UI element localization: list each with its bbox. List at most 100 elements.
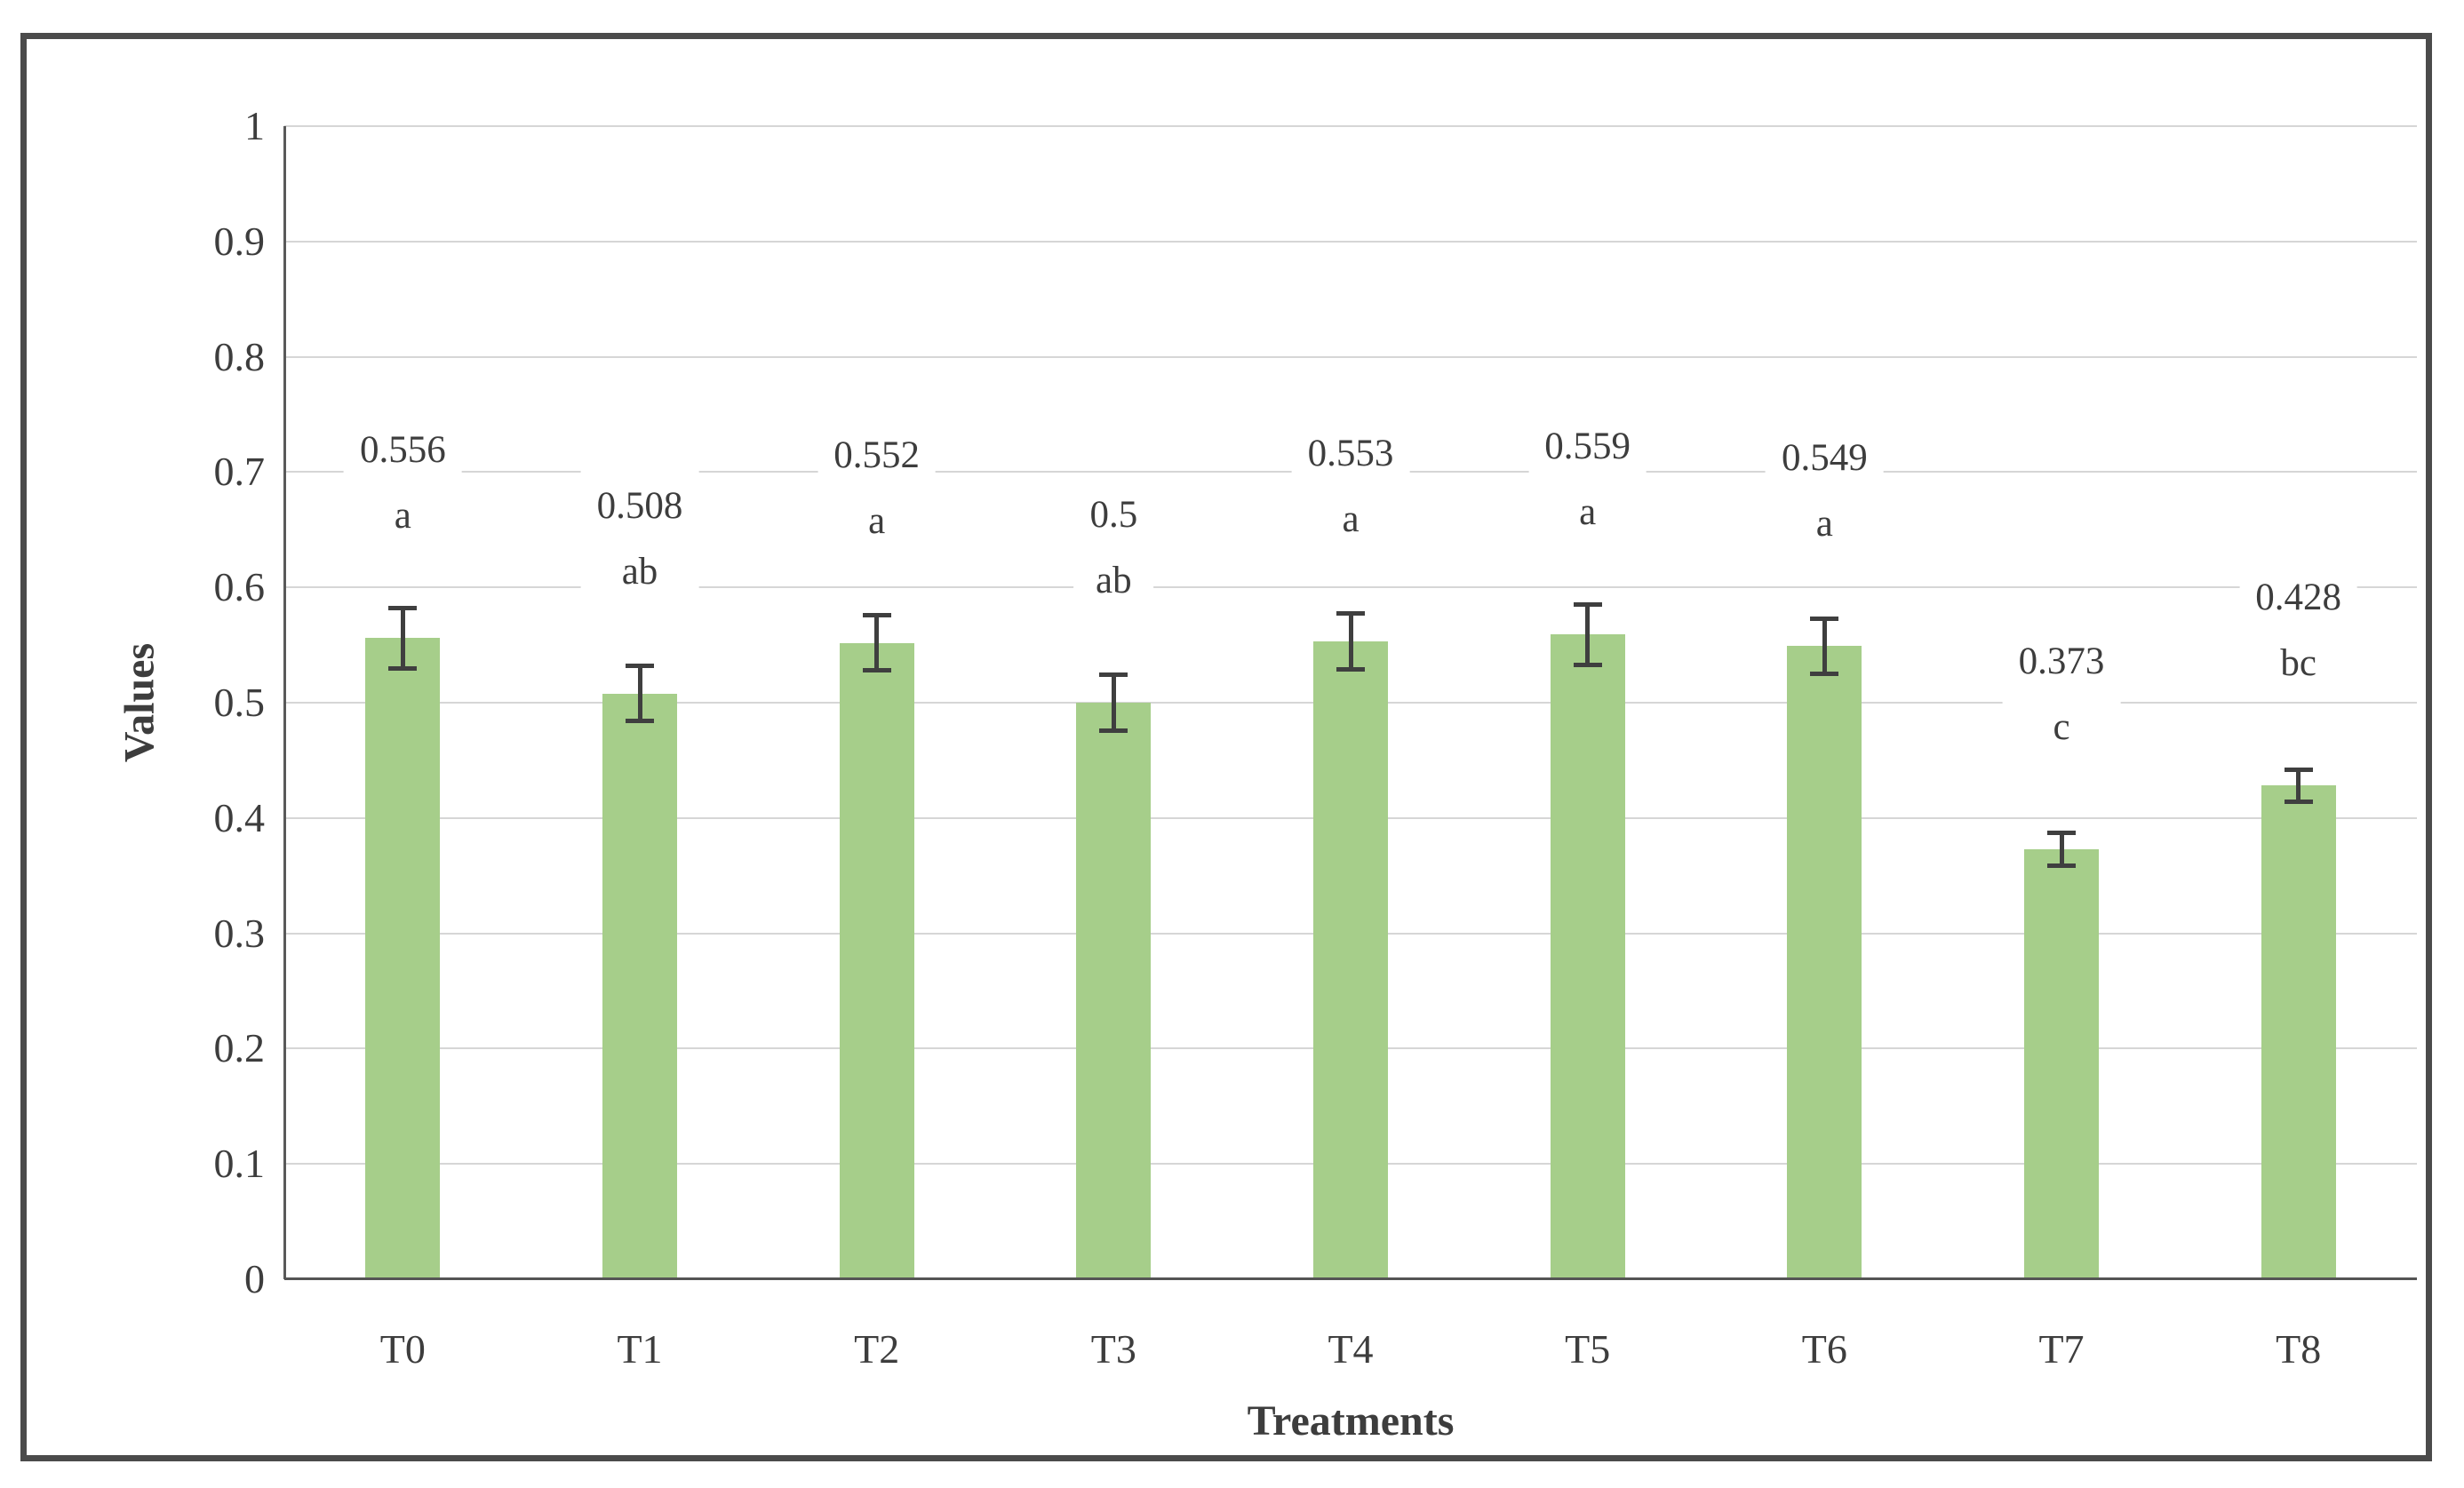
- data-label-value: 0.553: [1307, 433, 1394, 475]
- y-tick-label: 0.4: [213, 794, 266, 840]
- data-label-value: 0.428: [2255, 577, 2342, 619]
- bar-T3: [1076, 703, 1152, 1279]
- error-bar-T4: [1336, 611, 1365, 672]
- y-tick-label: 0.2: [213, 1025, 266, 1071]
- error-bar-cap-bottom: [626, 719, 654, 724]
- data-label-letter: bc: [2280, 642, 2316, 685]
- data-label-T4: 0.553 a: [1291, 418, 1410, 557]
- error-bar-cap-top: [1573, 602, 1602, 608]
- data-label-letter: a: [868, 499, 886, 542]
- error-bar-line: [2059, 831, 2064, 868]
- data-label-T8: 0.428 bc: [2239, 561, 2358, 701]
- error-bar-T0: [388, 605, 418, 671]
- y-tick-label: 0.6: [213, 564, 266, 610]
- data-label-value: 0.508: [596, 484, 683, 527]
- data-label-T2: 0.552 a: [817, 418, 937, 558]
- data-label-letter: ab: [1096, 560, 1132, 601]
- error-bar-line: [637, 663, 642, 724]
- error-bar-cap-bottom: [1099, 728, 1128, 733]
- gridline: [284, 125, 2417, 127]
- error-bar-T8: [2284, 767, 2313, 805]
- data-label-letter: a: [1815, 503, 1833, 545]
- data-label-letter: a: [1579, 491, 1597, 534]
- data-label-value: 0.373: [2018, 640, 2105, 682]
- error-bar-line: [1348, 611, 1353, 672]
- data-label-value: 0.5: [1089, 494, 1138, 536]
- error-bar-T6: [1810, 616, 1839, 677]
- data-label-value: 0.549: [1781, 437, 1868, 480]
- error-bar-line: [1585, 602, 1591, 667]
- error-bar-T3: [1099, 672, 1128, 733]
- gridline: [284, 586, 2417, 589]
- chart-frame: Values Treatments 0 0.1 0.2 0.3 0.4 0.5 0.6 0.7…: [20, 33, 2432, 1461]
- x-tick-label-T2: T2: [854, 1326, 900, 1372]
- error-bar-line: [1822, 616, 1827, 677]
- y-tick-label: 1: [244, 103, 265, 148]
- data-label-T1: 0.508 ab: [580, 469, 699, 609]
- error-bar-cap-bottom: [1336, 666, 1365, 672]
- data-label-T7: 0.373 c: [2002, 625, 2121, 764]
- data-label-value: 0.552: [833, 434, 921, 476]
- error-bar-cap-top: [1336, 611, 1365, 617]
- bar-T5: [1550, 634, 1625, 1279]
- error-bar-T5: [1573, 602, 1602, 667]
- error-bar-cap-top: [1099, 672, 1128, 678]
- error-bar-line: [400, 605, 405, 671]
- bar-T8: [2261, 785, 2336, 1279]
- error-bar-cap-top: [626, 663, 654, 668]
- y-tick-label: 0.1: [213, 1141, 266, 1187]
- bar-T1: [602, 693, 677, 1279]
- x-tick-label-T8: T8: [2276, 1326, 2322, 1372]
- data-label-value: 0.559: [1544, 426, 1631, 468]
- y-tick-label: 0: [244, 1256, 265, 1301]
- data-label-value: 0.556: [359, 429, 446, 472]
- data-label-T6: 0.549 a: [1765, 422, 1884, 561]
- x-axis-line: [284, 1277, 2417, 1280]
- y-tick-label: 0.3: [213, 910, 266, 956]
- error-bar-line: [874, 612, 880, 673]
- y-tick-label: 0.5: [213, 680, 266, 725]
- plot-area: 0.556 a 0.508 ab 0.552 a 0.5 ab 0.553 a 0.559 a 0.54…: [283, 125, 2417, 1372]
- error-bar-cap-top: [388, 605, 418, 610]
- x-tick-label-T3: T3: [1090, 1326, 1136, 1372]
- x-tick-label-T0: T0: [379, 1326, 426, 1372]
- bar-T0: [365, 638, 441, 1279]
- error-bar-cap-bottom: [862, 668, 891, 673]
- error-bar-line: [1111, 672, 1116, 733]
- y-tick-label: 0.8: [213, 333, 266, 379]
- error-bar-T2: [862, 612, 891, 673]
- error-bar-cap-bottom: [388, 665, 418, 671]
- error-bar-T7: [2047, 831, 2076, 868]
- y-axis-line: [283, 126, 286, 1279]
- x-tick-label-T4: T4: [1328, 1326, 1374, 1372]
- data-label-letter: ab: [621, 550, 658, 593]
- bar-T2: [839, 642, 914, 1279]
- x-tick-label-T5: T5: [1565, 1326, 1611, 1372]
- bar-T4: [1313, 641, 1388, 1279]
- error-bar-cap-top: [2284, 767, 2313, 772]
- error-bar-cap-bottom: [1573, 662, 1602, 667]
- y-tick-label: 0.9: [213, 218, 266, 264]
- data-label-letter: c: [2053, 705, 2070, 748]
- data-label-T3: 0.5 ab: [1073, 479, 1154, 617]
- error-bar-cap-top: [862, 612, 891, 617]
- error-bar-cap-bottom: [2047, 863, 2076, 868]
- x-tick-label-T7: T7: [2038, 1326, 2085, 1372]
- data-label-T5: 0.559 a: [1528, 410, 1647, 550]
- error-bar-cap-top: [2047, 831, 2076, 836]
- error-bar-cap-top: [1810, 616, 1839, 621]
- data-label-letter: a: [394, 495, 411, 537]
- bar-T7: [2024, 848, 2099, 1279]
- error-bar-cap-bottom: [1810, 672, 1839, 677]
- x-tick-label-T1: T1: [617, 1326, 663, 1372]
- y-tick-label: 0.7: [213, 449, 266, 495]
- error-bar-line: [2296, 767, 2301, 805]
- gridline: [284, 240, 2417, 243]
- x-tick-label-T6: T6: [1801, 1326, 1847, 1372]
- x-axis-title: Treatments: [1247, 1397, 1455, 1444]
- bar-T6: [1787, 646, 1862, 1279]
- data-label-letter: a: [1342, 498, 1360, 541]
- error-bar-T1: [626, 663, 654, 724]
- error-bar-cap-bottom: [2284, 800, 2313, 805]
